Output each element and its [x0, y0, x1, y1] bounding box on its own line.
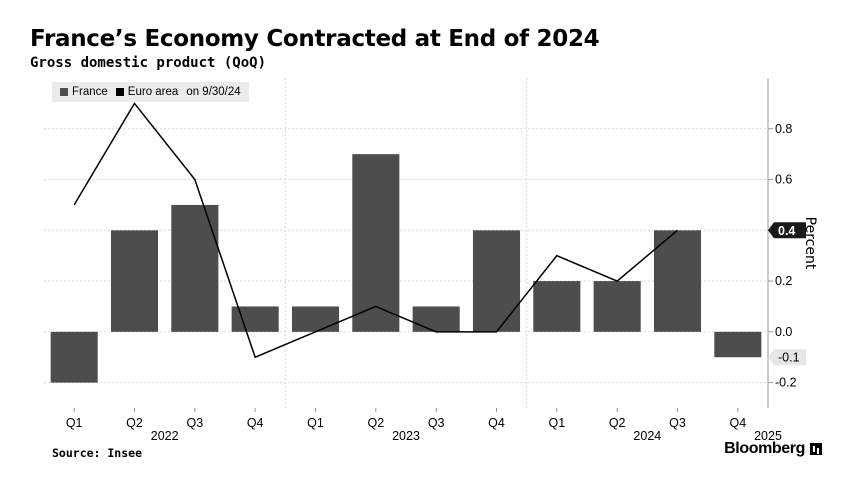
callout-label-0: 0.4: [778, 224, 795, 238]
y-tick-label-4: 0.6: [775, 173, 792, 187]
brand-name: Bloomberg: [724, 440, 805, 457]
x-tick-label-1: Q2: [126, 416, 143, 430]
bloomberg-terminal-icon: [810, 443, 822, 455]
legend-item-euro-area: Euro area: [115, 86, 179, 98]
x-year-label-3: 2025: [754, 429, 782, 443]
y-tick-label-5: 0.8: [775, 122, 792, 136]
bar-france-2: [171, 204, 219, 332]
bar-france-11: [714, 331, 762, 358]
x-tick-label-2: Q3: [186, 416, 203, 430]
bar-france-6: [412, 306, 460, 332]
y-axis-title: Percent: [802, 217, 818, 270]
legend: France Euro area on 9/30/24: [52, 82, 249, 102]
x-tick-label-5: Q2: [367, 416, 384, 430]
x-year-label-0: 2022: [151, 429, 179, 443]
x-tick-label-6: Q3: [428, 416, 445, 430]
chart-title: France’s Economy Contracted at End of 20…: [30, 26, 600, 52]
legend-label-france: France: [72, 86, 108, 98]
bar-france-8: [533, 281, 581, 332]
legend-swatch-euro-area: [115, 88, 124, 96]
y-tick-label-0: -0.2: [775, 376, 797, 390]
x-tick-label-10: Q3: [669, 416, 686, 430]
callout-badge-1: [768, 349, 806, 366]
source-note: Source: Insee: [52, 446, 143, 460]
chart-subtitle: Gross domestic product (QoQ): [30, 55, 267, 71]
callout-label-1: -0.1: [778, 351, 800, 365]
brand-logo: Bloomberg: [724, 440, 822, 458]
x-tick-label-0: Q1: [66, 416, 83, 430]
callout-badge-0: [768, 222, 806, 239]
y-tick-label-1: 0.0: [775, 325, 792, 339]
legend-note: on 9/30/24: [186, 86, 241, 98]
x-tick-label-3: Q4: [247, 416, 264, 430]
x-tick-label-11: Q4: [729, 416, 746, 430]
x-tick-label-9: Q2: [609, 416, 626, 430]
x-tick-label-8: Q1: [548, 416, 565, 430]
bar-france-10: [653, 230, 702, 332]
bar-france-9: [593, 281, 641, 332]
y-tick-label-2: 0.2: [775, 274, 792, 288]
bar-france-0: [50, 331, 98, 383]
legend-swatch-france: [60, 88, 68, 96]
x-year-label-2: 2024: [633, 429, 661, 443]
legend-item-france: France: [60, 86, 108, 98]
bar-france-5: [352, 154, 400, 332]
legend-label-euro-area: Euro area: [127, 86, 179, 98]
bar-france-1: [110, 230, 159, 332]
x-tick-label-7: Q4: [488, 416, 505, 430]
bar-france-7: [472, 230, 521, 332]
x-year-label-1: 2023: [392, 429, 420, 443]
x-tick-label-4: Q1: [307, 416, 324, 430]
bar-france-4: [291, 306, 340, 332]
